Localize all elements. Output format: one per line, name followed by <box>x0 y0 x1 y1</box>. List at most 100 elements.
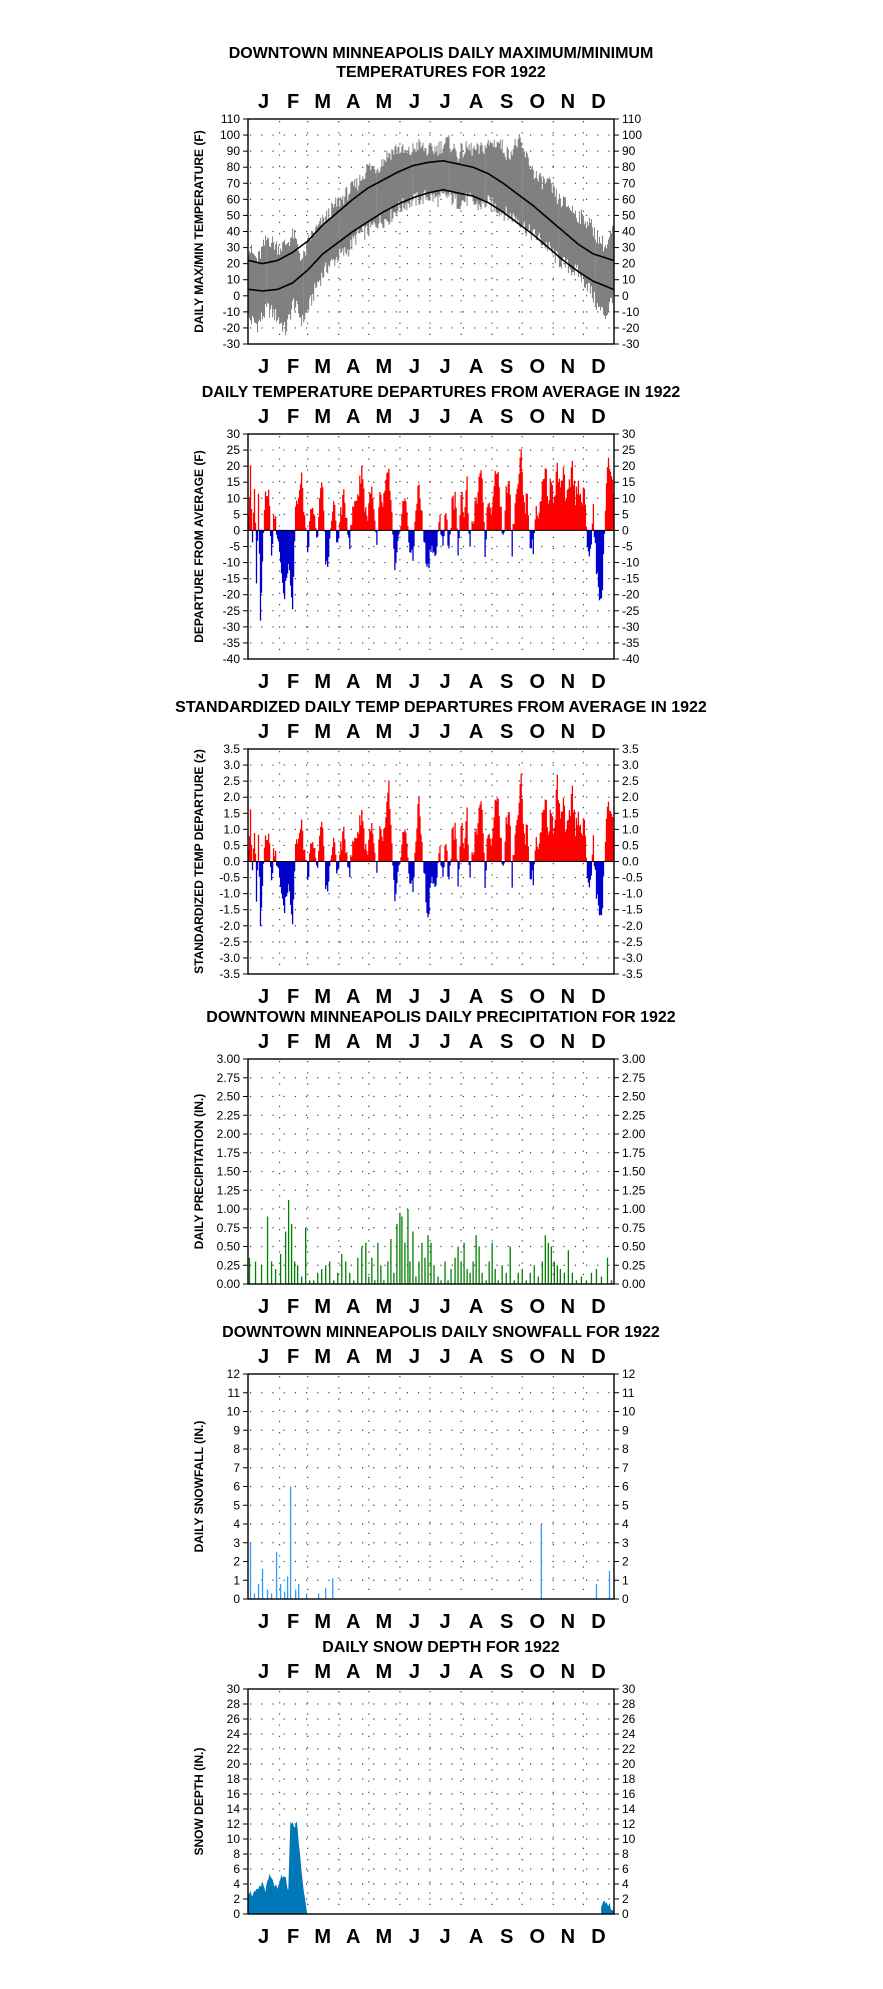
month-label-bottom: N <box>561 1296 575 1318</box>
month-label-bottom: M <box>314 1611 331 1633</box>
y-tick-label-right: 28 <box>622 1697 636 1711</box>
month-label-top: M <box>314 406 331 428</box>
y-tick-label-left: 6 <box>233 1480 240 1494</box>
month-label-bottom: J <box>439 671 450 693</box>
month-label-top: N <box>561 1346 575 1368</box>
month-label-top: J <box>439 721 450 743</box>
month-label-bottom: M <box>314 671 331 693</box>
month-label-bottom: J <box>439 1611 450 1633</box>
y-tick-label-left: 2.25 <box>217 1108 241 1122</box>
y-tick-label-right: 30 <box>622 427 636 441</box>
y-tick-label-right: 1.50 <box>622 1165 646 1179</box>
y-tick-label-right: 0 <box>622 523 629 537</box>
y-tick-label-right: 0.75 <box>622 1221 646 1235</box>
y-tick-label-right: 8 <box>622 1442 629 1456</box>
month-label-top: N <box>561 721 575 743</box>
y-axis-label: SNOW DEPTH (IN.) <box>192 1748 206 1856</box>
month-label-bottom: F <box>287 1611 299 1633</box>
y-tick-label-right: 3.00 <box>622 1052 646 1066</box>
y-tick-label-left: 20 <box>227 257 241 271</box>
y-tick-label-right: -15 <box>622 572 640 586</box>
month-label-bottom: A <box>346 356 360 378</box>
y-tick-label-right: 22 <box>622 1742 636 1756</box>
y-tick-label-right: -1.0 <box>622 887 643 901</box>
month-label-bottom: S <box>500 1926 513 1948</box>
month-label-bottom: J <box>409 1926 420 1948</box>
y-tick-label-left: 0.0 <box>223 855 240 869</box>
month-label-top: F <box>287 406 299 428</box>
month-label-top: M <box>314 1346 331 1368</box>
month-label-top: A <box>346 1346 360 1368</box>
y-tick-label-right: 1.25 <box>622 1183 646 1197</box>
y-tick-label-left: 0 <box>233 523 240 537</box>
month-label-bottom: J <box>409 986 420 1008</box>
y-tick-label-left: 10 <box>227 273 241 287</box>
snow-depth-area <box>248 1821 614 1915</box>
y-tick-label-right: 20 <box>622 257 636 271</box>
month-label-top: A <box>346 1661 360 1683</box>
y-tick-label-left: 11 <box>228 1386 241 1400</box>
y-tick-label-right: -30 <box>622 337 640 351</box>
month-label-bottom: J <box>439 1926 450 1948</box>
month-label-bottom: A <box>469 986 483 1008</box>
y-tick-label-left: -20 <box>223 588 241 602</box>
y-tick-label-left: 50 <box>227 208 241 222</box>
month-label-top: J <box>258 721 269 743</box>
month-label-top: M <box>376 1346 393 1368</box>
y-tick-label-left: 1 <box>233 1573 240 1587</box>
month-label-top: J <box>439 91 450 113</box>
y-tick-label-right: 1.0 <box>622 822 639 836</box>
y-tick-label-right: -3.5 <box>622 967 643 981</box>
y-tick-label-left: 1.00 <box>217 1202 241 1216</box>
data-layer <box>247 773 615 926</box>
y-tick-label-left: 60 <box>227 192 241 206</box>
month-label-top: D <box>591 1346 605 1368</box>
month-label-bottom: O <box>530 1296 546 1318</box>
y-tick-label-left: 10 <box>227 491 241 505</box>
month-label-top: S <box>500 91 513 113</box>
y-tick-label-right: 12 <box>622 1367 636 1381</box>
month-label-bottom: O <box>530 671 546 693</box>
daily-max-min-range <box>248 135 614 336</box>
y-tick-label-left: 20 <box>227 1757 241 1771</box>
y-tick-label-left: 0 <box>233 1907 240 1921</box>
month-label-bottom: M <box>376 671 393 693</box>
month-label-top: J <box>409 1346 420 1368</box>
y-tick-label-right: 3 <box>622 1536 629 1550</box>
month-label-top: J <box>258 406 269 428</box>
y-tick-label-right: 8 <box>622 1847 629 1861</box>
normal-temperature-line <box>248 159 614 265</box>
y-tick-label-right: 2.0 <box>622 790 639 804</box>
data-layer <box>248 135 614 336</box>
y-tick-label-left: 5 <box>233 507 240 521</box>
y-tick-label-left: 110 <box>221 112 240 126</box>
plot-frame <box>247 1688 615 1915</box>
y-tick-label-right: 12 <box>622 1817 636 1831</box>
month-label-bottom: M <box>376 1611 393 1633</box>
month-label-top: J <box>439 1661 450 1683</box>
y-tick-label-right: 1.5 <box>622 806 639 820</box>
y-tick-label-left: 12 <box>227 1367 241 1381</box>
month-label-bottom: A <box>469 1296 483 1318</box>
y-tick-label-right: 70 <box>622 176 636 190</box>
y-tick-label-right: -1.5 <box>622 903 643 917</box>
y-tick-label-left: 0 <box>233 1592 240 1606</box>
y-tick-label-right: -35 <box>622 636 640 650</box>
y-tick-label-left: 2.0 <box>223 790 240 804</box>
y-tick-label-right: 20 <box>622 459 636 473</box>
y-tick-label-left: 10 <box>227 1832 241 1846</box>
y-tick-label-right: 2.50 <box>622 1090 646 1104</box>
y-tick-label-left: 30 <box>227 241 241 255</box>
y-axis-label: DAILY MAX/MIN TEMPERATURE (F) <box>192 130 206 332</box>
y-tick-label-right: 0 <box>622 289 629 303</box>
month-label-bottom: A <box>469 671 483 693</box>
chart-title: STANDARDIZED DAILY TEMP DEPARTURES FROM … <box>175 699 707 716</box>
y-tick-label-right: -10 <box>622 556 640 570</box>
month-label-top: D <box>591 1031 605 1053</box>
month-label-top: A <box>469 406 483 428</box>
month-label-bottom: A <box>346 1296 360 1318</box>
month-label-top: S <box>500 1661 513 1683</box>
data-layer <box>249 1486 611 1599</box>
y-tick-label-right: -25 <box>622 604 640 618</box>
y-tick-label-right: -5 <box>622 540 633 554</box>
